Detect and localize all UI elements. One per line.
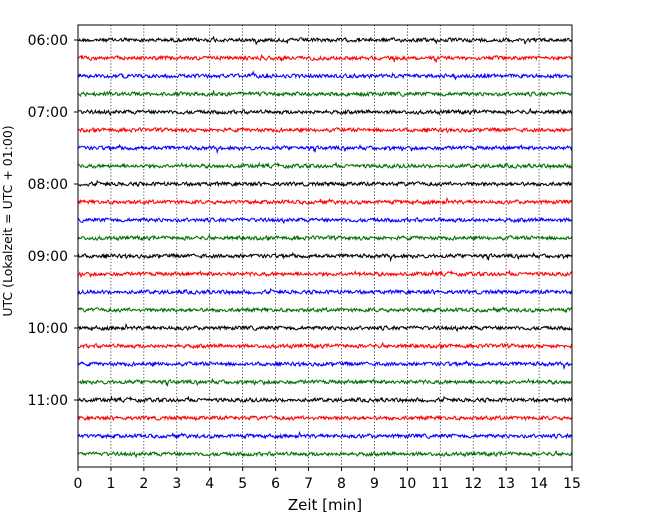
trace-09:45 [77,306,573,314]
y-tick-label: 11:00 [28,393,68,409]
y-tick-label: 06:00 [28,33,68,49]
trace-06:45 [77,89,573,98]
x-axis-ticks: 0 1 2 3 4 5 6 7 8 9 10 11 12 13 14 15 [74,467,581,492]
x-tick-label: 1 [106,476,115,492]
y-axis-label: UTC (Lokalzeit = UTC + 01:00) [0,125,15,316]
trace-07:00 [77,108,573,116]
trace-07:15 [77,126,572,134]
x-tick-label: 2 [139,476,148,492]
trace-06:15 [77,54,573,63]
trace-10:30 [77,359,573,371]
x-tick-label: 13 [497,476,515,492]
plot-frame [77,24,573,468]
trace-10:00 [77,322,573,332]
grid-lines [110,25,540,467]
x-tick-label: 4 [205,476,214,492]
x-tick-label: 15 [563,476,581,492]
x-tick-label: 5 [238,476,247,492]
y-tick-label: 09:00 [28,249,68,265]
trace-08:45 [77,234,572,242]
x-tick-label: 12 [464,476,482,492]
trace-08:00 [77,179,572,188]
seismogram-traces [77,36,573,458]
trace-08:30 [77,216,573,224]
x-tick-label: 10 [398,476,416,492]
x-tick-label: 11 [431,476,449,492]
trace-06:30 [77,70,573,81]
x-tick-label: 3 [172,476,181,492]
trace-10:45 [77,377,573,387]
x-axis-label: Zeit [min] [288,496,362,514]
x-tick-label: 9 [370,476,379,492]
trace-09:00 [77,251,573,263]
y-tick-label: 07:00 [28,105,68,121]
trace-11:15 [77,414,573,422]
y-tick-label: 08:00 [28,177,68,193]
trace-11:00 [77,395,573,404]
trace-11:45 [77,450,573,458]
trace-08:15 [77,196,573,206]
x-tick-label: 6 [271,476,280,492]
trace-06:00 [77,36,573,46]
trace-07:30 [77,143,573,155]
x-tick-label: 14 [530,476,548,492]
x-tick-label: 7 [304,476,313,492]
x-tick-label: 0 [74,476,83,492]
trace-07:45 [77,161,573,170]
trace-11:30 [77,430,573,440]
trace-09:15 [77,269,573,278]
trace-09:30 [77,287,573,296]
y-axis-ticks: 06:00 07:00 08:00 09:00 10:00 11:00 [28,33,78,409]
trace-10:15 [77,342,573,350]
y-tick-label: 10:00 [28,321,68,337]
x-tick-label: 8 [337,476,346,492]
